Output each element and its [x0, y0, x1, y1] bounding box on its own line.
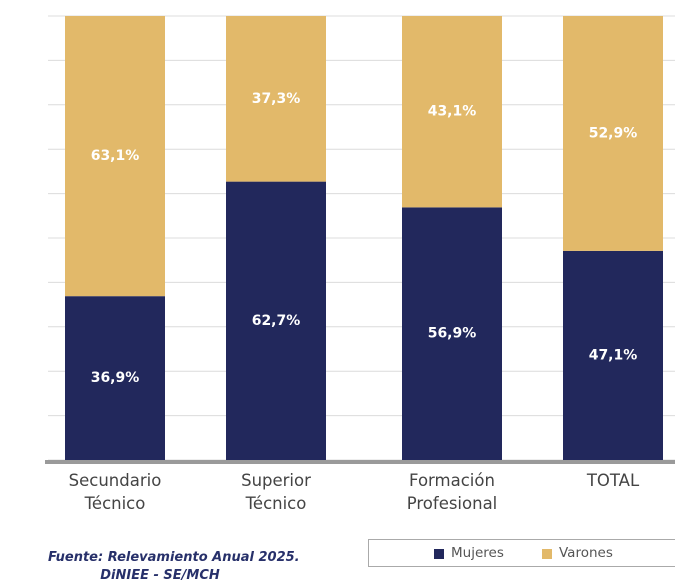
- data-label: 63,1%: [91, 148, 140, 164]
- data-label: 62,7%: [252, 313, 301, 329]
- x-tick-label: Superior Técnico: [241, 471, 311, 513]
- data-label: 52,9%: [589, 125, 638, 141]
- x-tick-label: TOTAL: [586, 471, 640, 490]
- legend: Mujeres Varones: [368, 539, 675, 567]
- bar-segment: [563, 250, 663, 460]
- data-label: 36,9%: [91, 370, 140, 386]
- data-label: 37,3%: [252, 91, 301, 107]
- legend-label: Mujeres: [451, 545, 504, 561]
- bar-segment: [402, 16, 502, 208]
- legend-swatch: [542, 549, 552, 559]
- data-label: 47,1%: [589, 347, 638, 363]
- bar-segment: [563, 16, 663, 251]
- data-label: 56,9%: [428, 326, 477, 342]
- legend-label: Varones: [559, 545, 613, 561]
- bar-segment: [65, 16, 165, 297]
- source: Fuente: Relevamiento Anual 2025.: [48, 550, 300, 565]
- x-tick-label: Secundario Técnico: [68, 471, 162, 513]
- bar-segment: [226, 16, 326, 182]
- bar-segment: [402, 207, 502, 460]
- bar-segment: [65, 296, 165, 460]
- data-label: 43,1%: [428, 104, 477, 120]
- legend-swatch: [434, 549, 444, 559]
- source: DiNIEE - SE/MCH: [100, 568, 220, 583]
- x-tick-label: Formación Profesional: [406, 471, 498, 513]
- bar-segment: [226, 181, 326, 460]
